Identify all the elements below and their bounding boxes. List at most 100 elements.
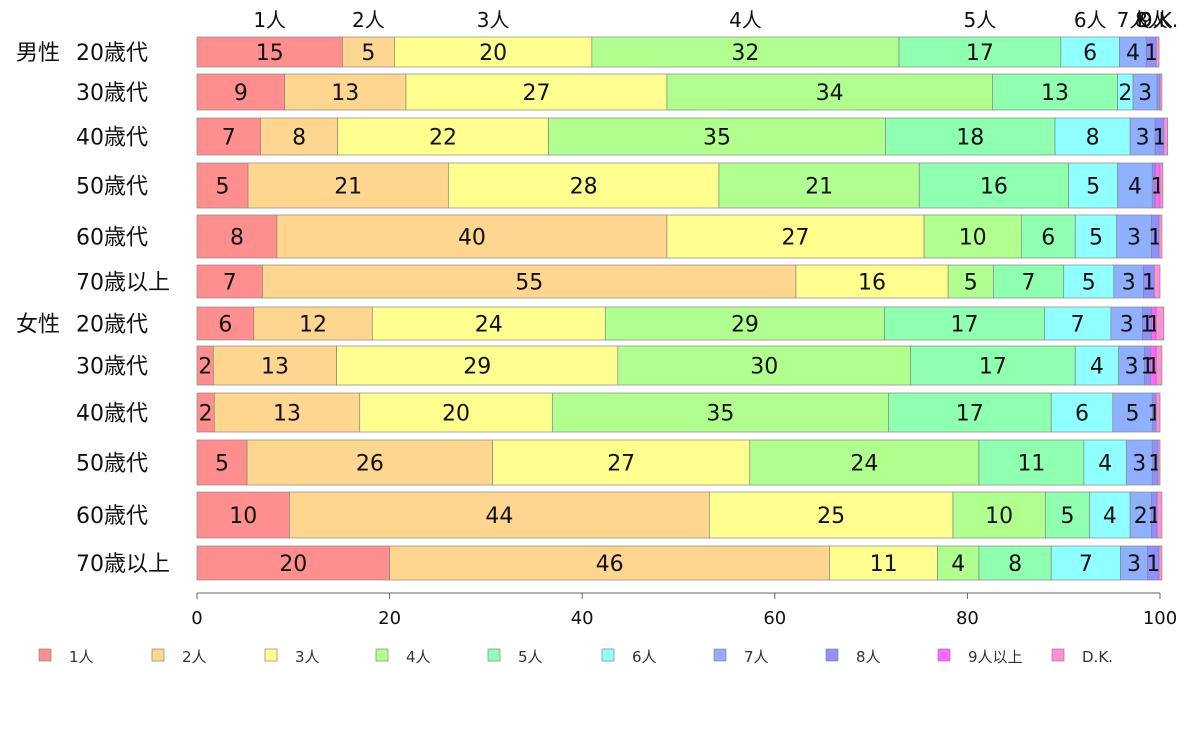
bar-segment [898, 36, 1062, 68]
bar-segment [978, 439, 1085, 486]
bar-row-12: 20 46 11 4 8 7 3 1 [196, 545, 1163, 581]
bar-value-label: 3 [1132, 452, 1146, 477]
bar-segment [749, 439, 980, 486]
bar-value-label: 5 [1061, 504, 1075, 529]
bar-segment [1120, 545, 1148, 581]
bar-segment [247, 162, 449, 209]
bar-value-label: 9 [234, 81, 248, 106]
bar-row-4: 5 21 28 21 16 5 4 1 [196, 162, 1165, 209]
legend-label: 1人 [69, 648, 94, 666]
bar-segment [196, 162, 249, 209]
bar-value-label: 13 [1041, 81, 1069, 106]
bar-segment [196, 73, 285, 111]
row-label: 50歳代 [76, 175, 148, 200]
bar-value-label: 3 [1136, 126, 1150, 151]
bar-segment [1156, 491, 1163, 539]
legend-swatch [487, 648, 501, 662]
bar-value-label: 29 [731, 313, 759, 338]
bar-value-label: 35 [706, 402, 734, 427]
bar-segment [1074, 214, 1118, 259]
bar-segment [1112, 392, 1153, 433]
legend-swatch [264, 648, 278, 662]
legend-swatch [937, 648, 951, 662]
bar-segment [1159, 73, 1163, 111]
top-label: 5人 [964, 8, 997, 32]
legend-swatch [1051, 648, 1065, 662]
x-tick-label: 100 [1143, 608, 1177, 629]
row-label: 60歳代 [76, 226, 148, 251]
bar-value-label: 3 [1122, 271, 1136, 296]
bar-row-10: 5 26 27 24 11 4 3 1 [196, 439, 1162, 486]
bar-segment [923, 214, 1022, 259]
bar-value-label: 5 [215, 452, 229, 477]
bar-value-label: 3 [1127, 226, 1141, 251]
bar-row-9: 2 13 20 35 17 6 5 1 [196, 392, 1161, 433]
bar-segment [992, 73, 1118, 111]
bar-segment [829, 545, 938, 581]
bar-segment [389, 545, 831, 581]
x-tick-label: 40 [571, 608, 594, 629]
bar-segment [1050, 392, 1114, 433]
top-label: 1人 [253, 8, 286, 32]
legend-swatch [825, 648, 839, 662]
bar-segment [1068, 162, 1118, 209]
x-tick-label: 60 [763, 608, 786, 629]
bar-row-6: 7 55 16 5 7 5 3 1 [196, 264, 1161, 299]
top-label: 8人 [1135, 8, 1168, 32]
legend-label: 6人 [632, 648, 657, 666]
bar-value-label: 5 [216, 175, 230, 200]
x-tick-label: 20 [378, 608, 401, 629]
bar-value-label: 20 [479, 41, 507, 66]
bar-row-3: 7 8 22 35 18 8 3 1 [196, 117, 1169, 156]
bar-value-label: 13 [331, 81, 359, 106]
bar-value-label: 25 [817, 504, 845, 529]
bar-value-label: 5 [1126, 402, 1140, 427]
bar-row-8: 2 13 29 30 17 4 3 11 [196, 345, 1163, 386]
bar-value-label: 11 [1017, 452, 1045, 477]
x-tick-label: 80 [956, 608, 979, 629]
bar-segment [1156, 73, 1161, 111]
bar-segment [196, 439, 248, 486]
legend-label: D.K. [1082, 648, 1113, 666]
bar-value-label: 2 [1118, 81, 1132, 106]
bar-segment [1153, 264, 1161, 299]
bar-value-label: 5 [1086, 175, 1100, 200]
bar-value-label: 2 [1134, 504, 1148, 529]
bars: 15 5 20 32 17 6 4 19 13 27 34 13 2 37 8 22 35 18 8 3 15 21 28 2… [196, 36, 1169, 581]
bar-value-label: 27 [607, 452, 635, 477]
bar-value-label: 17 [979, 355, 1007, 380]
row-label: 30歳代 [76, 81, 148, 106]
bar-value-label: 6 [1041, 226, 1055, 251]
bar-value-label: 16 [858, 271, 886, 296]
bar-value-label: 17 [966, 41, 994, 66]
x-tick-label: 0 [191, 608, 202, 629]
row-label: 70歳以上 [76, 552, 170, 577]
bar-value-label: 6 [1075, 402, 1089, 427]
bar-segment [1158, 214, 1163, 259]
bar-value-label: 29 [463, 355, 491, 380]
bar-value-label: 40 [458, 226, 486, 251]
bar-value-label: 17 [951, 313, 979, 338]
row-label: 70歳以上 [76, 271, 170, 296]
bar-value-label: 15 [256, 41, 284, 66]
bar-segment [342, 36, 395, 68]
row-label: 20歳代 [76, 313, 148, 338]
bar-value-label: 55 [515, 271, 543, 296]
bar-segment [708, 491, 954, 539]
bar-segment [551, 392, 889, 433]
bar-value-label: 12 [299, 313, 327, 338]
bar-segment [548, 117, 886, 156]
bar-value-label: 13 [273, 402, 301, 427]
bar-segment [1155, 392, 1161, 433]
group-label: 女性 [16, 313, 60, 338]
bar-segment [1119, 36, 1147, 68]
row-label: 40歳代 [76, 402, 148, 427]
bar-value-label: 20 [279, 552, 307, 577]
bar-value-label: 3 [1127, 552, 1141, 577]
top-label: 3人 [477, 8, 510, 32]
bar-value-label: 1 [1144, 41, 1158, 66]
bar-segment [666, 214, 925, 259]
bar-segment [196, 545, 390, 581]
